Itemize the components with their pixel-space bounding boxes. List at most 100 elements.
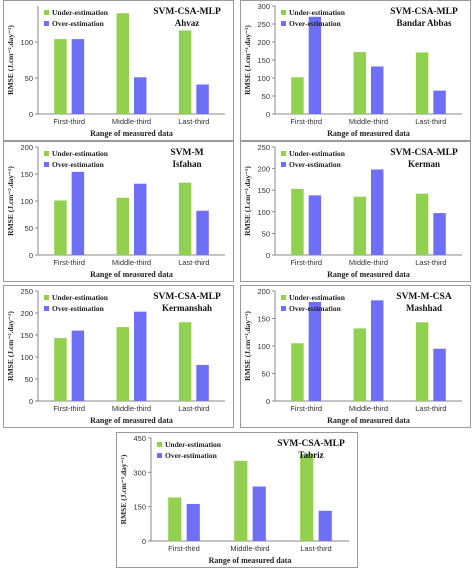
bar-under-estimation <box>234 460 248 541</box>
y-tick-label: 100 <box>257 342 270 351</box>
x-tick-label: Last-third <box>300 544 331 553</box>
y-tick-label: 0 <box>29 397 33 406</box>
chart-title: SVM-CSA-MLP <box>390 7 458 17</box>
y-tick-label: 150 <box>257 186 270 195</box>
x-tick-label: First-third <box>290 258 322 267</box>
y-tick-label: 200 <box>257 287 270 296</box>
y-tick-label: 300 <box>133 468 146 477</box>
x-tick-label: First-third <box>290 404 322 413</box>
y-tick-label: 50 <box>25 375 33 384</box>
chart-subtitle: Mashhad <box>406 303 442 313</box>
bar-under-estimation <box>415 193 429 255</box>
y-tick-label: 450 <box>133 434 146 443</box>
y-tick-label: 0 <box>29 110 33 119</box>
y-tick-label: 200 <box>20 143 33 152</box>
x-tick-label: First-third <box>53 404 85 413</box>
y-axis-label: RMSE (J.cm⁻².day⁻¹) <box>6 25 15 95</box>
bar-over-estimation <box>433 348 446 401</box>
legend-label-under-estimation: Under-estimation <box>289 293 346 302</box>
chart-title: SVM-CSA-MLP <box>277 439 345 449</box>
chart-title: SVM-M <box>170 148 203 158</box>
y-tick-label: 50 <box>25 224 33 233</box>
bar-over-estimation <box>71 330 85 401</box>
x-tick-label: Last-third <box>415 404 446 413</box>
bar-under-estimation <box>291 188 304 255</box>
y-tick-label: 200 <box>20 309 33 318</box>
legend-label-over-estimation: Over-estimation <box>52 304 105 313</box>
chart-subtitle: Kerman <box>408 159 440 169</box>
legend-swatch-over-estimation <box>44 162 49 167</box>
legend-swatch-under-estimation <box>44 10 49 15</box>
bar-under-estimation <box>116 197 130 255</box>
legend-label-over-estimation: Over-estimation <box>289 304 342 313</box>
x-axis-label: Range of measured data <box>90 416 173 425</box>
y-tick-label: 100 <box>257 74 270 83</box>
x-axis-label: Range of measured data <box>90 129 173 138</box>
chart-subtitle: Bandar Abbas <box>396 18 452 28</box>
chart-subtitle: Kermanshah <box>162 303 212 313</box>
chart-panel-tabriz: 0 150 300 450 First-third Middle-third Last-th… <box>116 432 358 568</box>
bar-under-estimation <box>291 343 304 401</box>
y-tick-label: 300 <box>257 2 270 11</box>
legend-label-over-estimation: Over-estimation <box>52 19 105 28</box>
chart-svg: 0 50 100 150 200 250 First-third Middle-third La… <box>6 287 225 425</box>
legend-label-under-estimation: Under-estimation <box>52 8 109 17</box>
x-tick-label: Last-third <box>415 258 446 267</box>
x-axis-label: Range of measured data <box>327 416 410 425</box>
y-axis-label: RMSE (J.cm⁻².day⁻¹) <box>243 25 252 95</box>
bar-over-estimation <box>308 16 322 114</box>
y-axis-label: RMSE (J.cm⁻².day⁻¹) <box>6 166 15 236</box>
bar-over-estimation <box>370 169 384 255</box>
bar-over-estimation <box>252 486 266 541</box>
y-tick-label: 150 <box>20 331 33 340</box>
legend-label-over-estimation: Over-estimation <box>165 451 218 460</box>
bar-over-estimation <box>133 311 147 401</box>
bar-under-estimation <box>178 182 192 255</box>
y-tick-label: 50 <box>25 74 33 83</box>
y-tick-label: 250 <box>20 287 33 296</box>
legend-label-over-estimation: Over-estimation <box>52 160 105 169</box>
bar-under-estimation <box>353 328 367 401</box>
y-tick-label: 100 <box>20 38 33 47</box>
y-tick-label: 100 <box>257 208 270 217</box>
chart-svg: 0 50 100 First-third Middle-third Last-third R… <box>6 6 225 138</box>
y-tick-label: 0 <box>266 110 270 119</box>
chart-title: SVM-CSA-MLP <box>153 7 221 17</box>
bar-under-estimation <box>353 52 367 114</box>
bar-under-estimation <box>54 338 67 401</box>
bar-under-estimation <box>178 322 192 401</box>
y-tick-label: 250 <box>257 20 270 29</box>
chart-title: SVM-CSA-MLP <box>390 148 458 158</box>
bar-under-estimation <box>300 454 314 541</box>
legend-label-over-estimation: Over-estimation <box>289 160 342 169</box>
legend-swatch-over-estimation <box>281 162 286 167</box>
y-tick-label: 150 <box>257 56 270 65</box>
legend-label-under-estimation: Under-estimation <box>289 149 346 158</box>
bar-under-estimation <box>291 77 304 114</box>
chart-panel-ahvaz: 0 50 100 First-third Middle-third Last-third R… <box>3 0 234 141</box>
y-tick-label: 50 <box>262 229 270 238</box>
legend-label-over-estimation: Over-estimation <box>289 19 342 28</box>
bar-over-estimation <box>133 183 147 255</box>
chart-panel-kermanshah: 0 50 100 150 200 250 First-third Middle-third La… <box>3 285 234 428</box>
x-tick-label: First-third <box>290 117 322 126</box>
chart-title: SVM-CSA-MLP <box>153 292 221 302</box>
x-axis-label: Range of measured data <box>209 556 292 565</box>
y-axis-label: RMSE (J.cm⁻².day⁻¹) <box>243 311 252 381</box>
bar-under-estimation <box>415 52 429 114</box>
x-axis-label: Range of measured data <box>90 270 173 279</box>
bar-over-estimation <box>433 213 446 255</box>
y-axis-label: RMSE (J.cm⁻².day⁻¹) <box>243 166 252 236</box>
legend-swatch-over-estimation <box>157 453 162 458</box>
chart-svg: 0 50 100 150 200 250 First-third Middle-third La… <box>243 143 462 279</box>
y-axis-label: RMSE (J.cm⁻².day⁻¹) <box>6 311 15 381</box>
bar-under-estimation <box>415 322 429 401</box>
legend-swatch-under-estimation <box>281 10 286 15</box>
x-tick-label: Last-third <box>178 117 209 126</box>
y-tick-label: 100 <box>20 353 33 362</box>
x-tick-label: Middle-third <box>349 117 388 126</box>
y-tick-label: 200 <box>257 165 270 174</box>
x-axis-label: Range of measured data <box>327 270 410 279</box>
bar-over-estimation <box>370 300 384 401</box>
y-tick-label: 0 <box>266 251 270 260</box>
